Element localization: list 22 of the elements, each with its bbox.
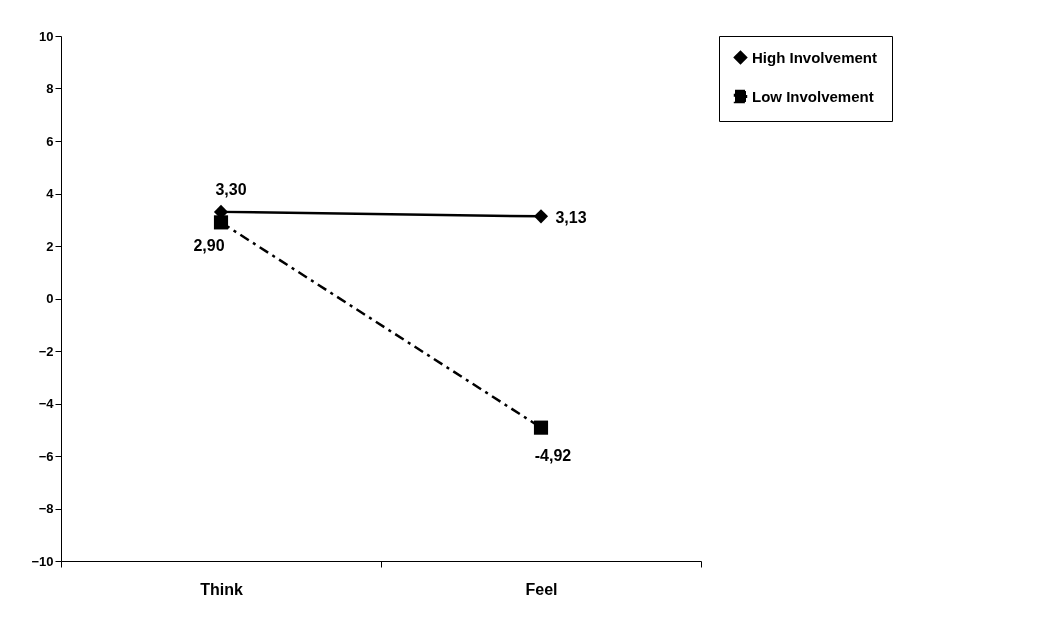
y-tick-label: 2	[46, 238, 54, 254]
data-label: 2,90	[193, 237, 225, 255]
y-tick-label: 8	[46, 81, 54, 96]
y-tick-label: −4	[38, 396, 55, 411]
y-tick-label: −2	[38, 343, 54, 359]
y-tick-label: 6	[46, 133, 54, 149]
point	[213, 215, 229, 230]
x-tick-label: Think	[200, 580, 243, 598]
legend-label: High Involvement	[752, 48, 878, 66]
data-label: -4,92	[534, 446, 572, 464]
data-label: 3,13	[555, 209, 587, 227]
y-tick-label: −10	[31, 553, 54, 569]
y-tick-label: −6	[38, 448, 54, 464]
y-tick-label: 10	[39, 28, 54, 44]
point	[533, 209, 549, 224]
legend-label: Low Involvement	[752, 87, 874, 105]
y-tick-label: 0	[46, 291, 54, 306]
y-tick-label: 4	[46, 186, 55, 201]
data-label: 3,30	[215, 180, 247, 198]
point	[533, 420, 549, 435]
x-tick-label: Feel	[525, 580, 558, 598]
y-tick-label: −8	[38, 501, 54, 516]
